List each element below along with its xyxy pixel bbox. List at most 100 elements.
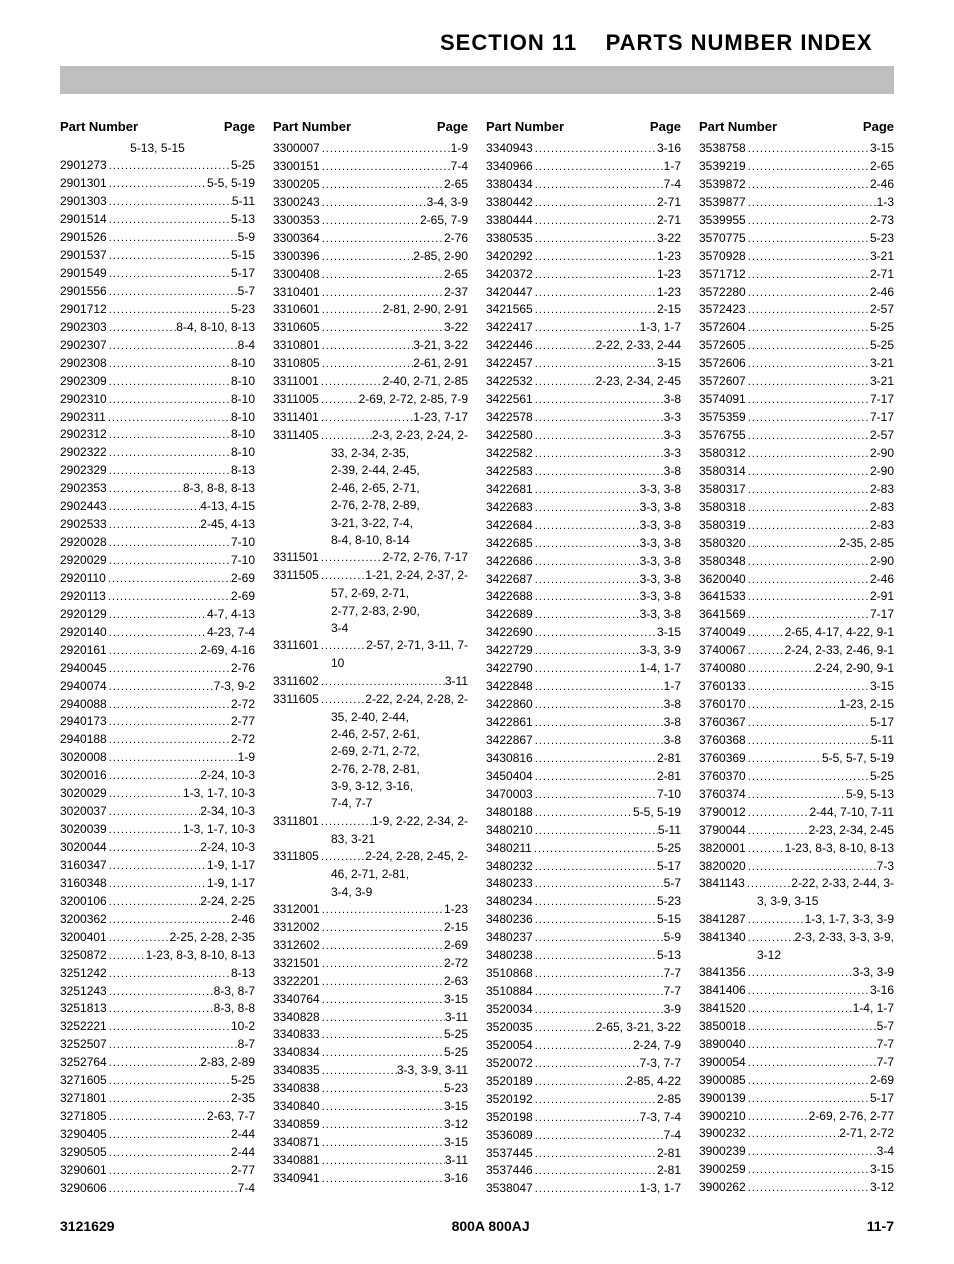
part-number: 3900139 [699,1090,746,1107]
page-ref: 3-3, 3-8 [640,553,681,570]
leader-dots [533,212,657,230]
page-ref: 2-24, 10-3 [200,839,255,856]
index-entry: 37400492-65, 4-17, 4-22, 9-1 [699,624,894,642]
page-ref: 5-25 [231,157,255,174]
index-entry: 33106012-81, 2-90, 2-91 [273,301,468,319]
column-header: Part NumberPage [273,119,468,134]
index-entry: 29023078-4 [60,337,255,355]
page-ref-continuation: 2-39, 2-44, 2-45, [327,462,468,479]
part-number: 3422867 [486,732,533,749]
leader-dots [746,571,870,589]
page-ref: 7-17 [870,409,894,426]
part-number: 3576755 [699,427,746,444]
index-entry: 33004082-65 [273,266,468,284]
page-ref: 2-90 [870,553,894,570]
part-number: 3572423 [699,301,746,318]
part-number: 3900232 [699,1125,746,1142]
index-entry: 29013035-11 [60,193,255,211]
part-number: 3580312 [699,445,746,462]
column-header: Part NumberPage [486,119,681,134]
part-number: 3310605 [273,319,320,336]
index-entry: 32512438-3, 8-7 [60,983,255,1001]
part-number: 3641569 [699,606,746,623]
leader-dots [107,355,231,373]
part-number: 3841520 [699,1000,746,1017]
part-number: 3422689 [486,606,533,623]
leader-dots [320,319,444,337]
page-ref: 3-3, 3-8 [640,481,681,498]
part-number: 3300353 [273,212,320,229]
leader-dots [320,212,420,230]
page-ref: 2-25, 2-28, 2-35 [170,929,255,946]
page-ref: 7-4 [664,176,681,193]
index-entry: 38412871-3, 1-7, 3-3, 3-9 [699,911,894,929]
leader-dots [746,499,870,517]
part-number: 3422687 [486,571,533,588]
page-ref: 2-72, 2-76, 7-17 [383,549,468,566]
leader-dots [107,1108,207,1126]
index-entry: 29401882-72 [60,731,255,749]
index-entry: 35201922-85 [486,1091,681,1109]
part-number: 3422583 [486,463,533,480]
page-ref: 2-69, 2-72, 2-85, 7-9 [359,391,468,408]
leader-dots [320,973,444,991]
part-number: 3200106 [60,893,107,910]
part-number: 3537446 [486,1162,533,1179]
index-entry: 38415201-4, 1-7 [699,1000,894,1018]
index-entry: 31603471-9, 1-17 [60,857,255,875]
part-number: 3311405 [273,427,319,444]
column-header-page: Page [650,119,681,134]
index-entry: 33110012-40, 2-71, 2-85 [273,373,468,391]
page-ref-continuation: 57, 2-69, 2-71, [327,585,468,602]
index-column: Part NumberPage5-13, 5-1529012735-252901… [60,119,255,1198]
page-ref: 8-3, 8-8 [214,1000,255,1017]
index-entry: 33118052-24, 2-28, 2-45, 2- [273,848,468,866]
index-entry-continuation: 2-39, 2-44, 2-45, [273,462,468,479]
index-entry: 29400452-76 [60,660,255,678]
leader-dots [107,1162,231,1180]
page-ref: 5-15 [231,247,255,264]
leader-dots [533,1162,657,1180]
part-number: 3790044 [699,822,746,839]
index-entry: 35108847-7 [486,983,681,1001]
page-ref: 2-37 [444,284,468,301]
part-number: 3290505 [60,1144,107,1161]
part-number: 3890040 [699,1036,746,1053]
leader-dots [746,517,870,535]
part-number: 3200401 [60,929,107,946]
leader-dots [746,176,870,194]
page-ref: 2-3, 2-23, 2-24, 2- [372,427,468,444]
part-number: 2940088 [60,696,107,713]
leader-dots [106,409,231,427]
part-number: 3620040 [699,571,746,588]
page-ref: 2-90 [870,463,894,480]
part-number: 3422729 [486,642,533,659]
part-number: 2901526 [60,229,107,246]
index-entry: 33408283-11 [273,1009,468,1027]
part-number: 3311505 [273,567,319,584]
leader-dots [107,229,238,247]
page-ref: 8-10 [231,391,255,408]
page-ref: 1-23 [444,901,468,918]
index-entry: 35753597-17 [699,409,894,427]
leader-dots [107,893,201,911]
index-entry: 39000547-7 [699,1054,894,1072]
index-entry: 33409661-7 [486,158,681,176]
part-number: 3480238 [486,947,533,964]
leader-dots [533,1180,640,1198]
page-ref: 2-83 [870,499,894,516]
page-ref: 3-15 [444,1098,468,1115]
part-number: 3300243 [273,194,320,211]
index-entry: 34504042-81 [486,768,681,786]
index-entry: 33108052-61, 2-91 [273,355,468,373]
leader-dots [320,991,444,1009]
leader-dots [533,553,640,571]
index-entry: 33002433-4, 3-9 [273,194,468,212]
index-entry: 39001395-17 [699,1090,894,1108]
page-ref: 2-72 [444,955,468,972]
leader-dots [319,673,445,691]
page-ref-continuation: 2-46, 2-57, 2-61, [327,726,468,743]
part-number: 3480232 [486,858,533,875]
page-ref: 5-13 [231,211,255,228]
index-entry: 34226853-3, 3-8 [486,535,681,553]
